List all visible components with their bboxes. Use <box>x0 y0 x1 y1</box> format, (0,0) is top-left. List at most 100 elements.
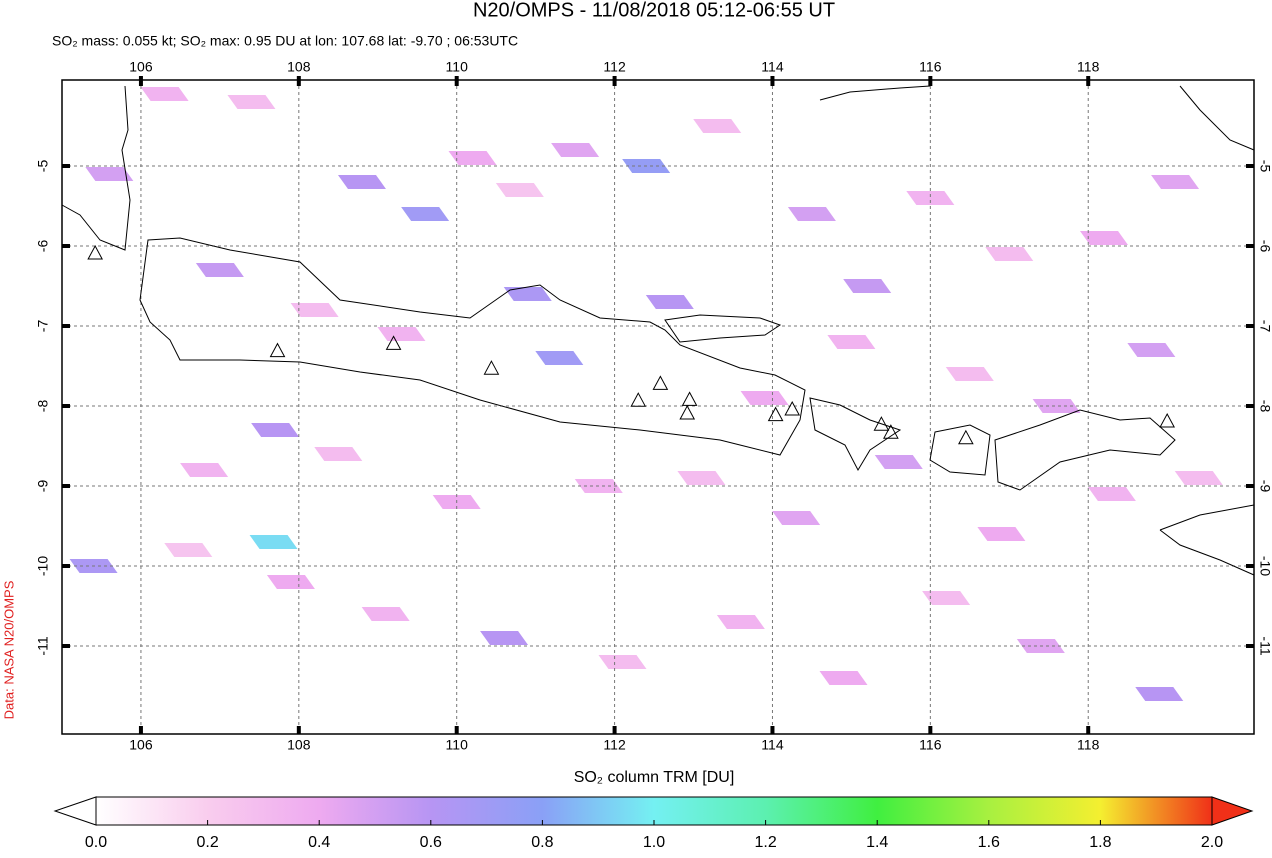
colorbar-tick-label: 0.6 <box>420 834 442 851</box>
so2-cell <box>1174 471 1223 485</box>
volcano <box>630 392 647 407</box>
y-tick-label: -7 <box>35 320 51 333</box>
y-tick-label: -8 <box>1257 400 1272 413</box>
so2-cell <box>551 143 600 157</box>
volcano <box>483 360 500 375</box>
so2-cell <box>227 95 276 109</box>
y-tick-label: -11 <box>1257 636 1272 655</box>
so2-cell <box>249 535 298 549</box>
x-tick-label: 118 <box>1077 737 1100 753</box>
so2-cell <box>85 167 134 181</box>
x-tick-label: 108 <box>287 59 311 75</box>
so2-cell <box>290 303 339 317</box>
volcanoes <box>87 244 1176 445</box>
so2-cell <box>906 191 955 205</box>
axes: 106 106 108 108 110 110 112 112 114 114 116 116 118 1… <box>35 59 1272 753</box>
volcano <box>652 375 669 390</box>
so2-cell <box>843 279 892 293</box>
so2-cell <box>1032 399 1081 413</box>
so2-cell <box>503 287 552 301</box>
volcano <box>883 424 899 439</box>
so2-cell <box>1135 687 1184 701</box>
so2-cell <box>401 207 450 221</box>
x-tick-label: 114 <box>761 737 784 753</box>
y-tick-label: -9 <box>1257 480 1272 493</box>
x-tick-label: 110 <box>446 737 469 753</box>
x-tick-label: 106 <box>129 737 153 753</box>
so2-cell <box>716 615 765 629</box>
so2-cell <box>140 87 189 101</box>
colorbar-label: SO₂ column TRM [DU] <box>574 769 735 786</box>
x-tick-label: 116 <box>919 737 942 753</box>
volcano <box>385 335 402 350</box>
y-tick-label: -7 <box>1257 320 1272 333</box>
colorbar-tick-label: 1.2 <box>754 834 776 851</box>
volcano <box>767 406 784 422</box>
colorbar-tick-label: 1.8 <box>1089 834 1111 851</box>
volcano <box>873 416 890 431</box>
so2-cell <box>693 119 742 133</box>
x-tick-label: 116 <box>919 59 942 75</box>
so2-cell <box>1080 231 1129 245</box>
so2-cell <box>266 575 315 589</box>
so2-cell <box>827 335 876 349</box>
so2-cell <box>164 543 213 557</box>
volcano <box>958 429 974 445</box>
volcano <box>784 400 801 416</box>
so2-cell <box>819 671 868 685</box>
volcano <box>87 244 103 260</box>
coast-java <box>139 237 806 456</box>
volcano <box>1159 412 1176 428</box>
x-tick-label: 108 <box>287 737 311 753</box>
title: N20/OMPS - 11/08/2018 05:12-06:55 UT <box>473 0 835 21</box>
so2-cell <box>535 351 584 365</box>
so2-cell <box>495 183 544 197</box>
so2-cell <box>874 455 923 469</box>
x-tick-label: 110 <box>446 59 469 75</box>
so2-cell <box>787 207 836 221</box>
x-tick-label: 118 <box>1077 59 1100 75</box>
so2-cell <box>480 631 529 645</box>
y-tick-label: -5 <box>35 160 51 173</box>
so2-cell <box>337 175 386 189</box>
volcano <box>681 391 698 406</box>
so2-cell <box>677 471 726 485</box>
y-tick-label: -6 <box>35 240 51 253</box>
so2-cell <box>377 327 426 341</box>
coast-kalimantan <box>819 85 1255 151</box>
y-tick-label: -8 <box>35 400 51 413</box>
so2-cell <box>361 607 410 621</box>
so2-cell <box>180 463 229 477</box>
coast-bali <box>809 397 902 472</box>
so2-cell <box>945 367 994 381</box>
so2-cell <box>1087 487 1136 501</box>
x-tick-label: 114 <box>761 59 784 75</box>
colorbar: 0.0 0.2 0.4 0.6 0.8 1.0 1.2 1.4 1.6 1.8 2.0 <box>53 796 1254 851</box>
coast-madura <box>664 314 782 343</box>
x-tick-label: 112 <box>603 737 626 753</box>
colorbar-tick-label: 0.0 <box>85 834 107 851</box>
coast-lombok <box>929 424 991 476</box>
colorbar-tick-label: 1.4 <box>866 834 888 851</box>
y-tick-label: -6 <box>1257 240 1272 253</box>
so2-cell <box>598 655 647 669</box>
so2-cell <box>448 151 497 165</box>
so2-cell <box>251 423 300 437</box>
coast-sumbawa <box>994 409 1176 491</box>
so2-cell <box>977 527 1026 541</box>
colorbar-tick-label: 2.0 <box>1201 834 1223 851</box>
colorbar-tick-label: 0.4 <box>308 834 330 851</box>
so2-cell <box>740 391 789 405</box>
so2-cell <box>985 247 1034 261</box>
colorbar-tick-label: 1.0 <box>643 834 665 851</box>
x-tick-label: 106 <box>129 59 153 75</box>
y-tick-label: -9 <box>35 480 51 493</box>
so2-cell <box>314 447 363 461</box>
colorbar-over <box>1211 796 1254 826</box>
so2-cell <box>922 591 971 605</box>
so2-cell <box>195 263 244 277</box>
volcano <box>679 404 696 420</box>
y-tick-label: -5 <box>1257 160 1272 173</box>
colorbar-tick-label: 1.6 <box>978 834 1000 851</box>
